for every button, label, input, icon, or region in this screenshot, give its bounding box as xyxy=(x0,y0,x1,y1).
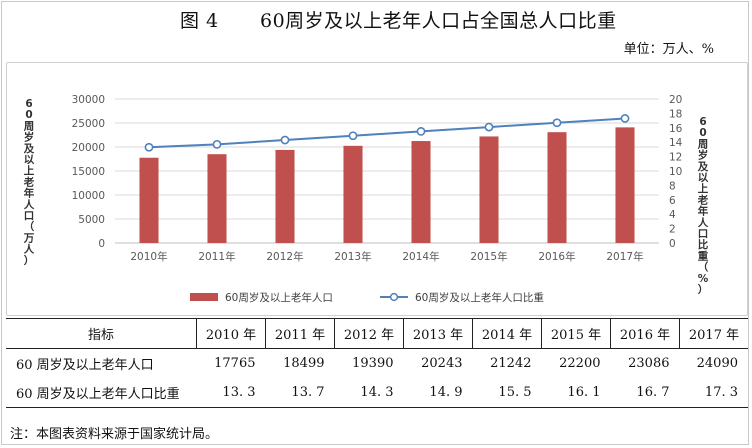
y-right-tick-label: 6 xyxy=(669,195,676,207)
series-line xyxy=(148,117,626,149)
table-cell: 17765 xyxy=(214,356,256,371)
table-cell: 16. 1 xyxy=(541,378,611,408)
line-point xyxy=(620,114,630,123)
bar xyxy=(547,132,567,243)
y-left-tick-label: 30000 xyxy=(72,94,105,106)
y-right-tick-label: 18 xyxy=(669,108,682,120)
line-point xyxy=(552,118,562,128)
bar xyxy=(479,136,499,243)
legend-bar-label: 60周岁及以上老年人口 xyxy=(225,291,333,304)
x-tick-label: 2016年 xyxy=(538,250,575,263)
line-point xyxy=(484,122,494,132)
table-cell: 23086 xyxy=(628,356,670,371)
table-cell: 17. 3 xyxy=(679,378,748,408)
table-row: 60 周岁及以上老年人口比重 13. 3 13. 7 14. 3 14. 9 1… xyxy=(6,378,748,408)
legend-line-label: 60周岁及以上老年人口比重 xyxy=(415,291,544,304)
table-header-cell: 2017 年 xyxy=(679,318,748,349)
y-right-tick-label: 14 xyxy=(669,137,683,149)
table-cell: 14. 3 xyxy=(334,378,404,408)
x-tick-label: 2014年 xyxy=(402,250,439,263)
table-header-cell: 2015 年 xyxy=(541,318,611,349)
bar xyxy=(343,145,363,243)
line-point xyxy=(212,139,222,149)
y-left-tick-label: 15000 xyxy=(72,166,105,178)
y-right-tick-label: 2 xyxy=(669,224,676,236)
bar xyxy=(207,154,227,243)
y-right-tick-label: 12 xyxy=(669,152,682,164)
table-header-cell: 2013 年 xyxy=(403,318,473,349)
y-right-axis-title: 6 0 周岁及以上老年人口比重（%） xyxy=(697,116,709,296)
x-tick-label: 2015年 xyxy=(470,250,507,263)
x-tick-label: 2011年 xyxy=(198,250,235,263)
table-cell: 15. 5 xyxy=(472,378,542,408)
y-right-tick-label: 4 xyxy=(669,209,676,221)
bar xyxy=(139,157,159,243)
legend-line-marker xyxy=(389,292,399,302)
table-cell: 14. 9 xyxy=(403,378,473,408)
y-left-tick-label: 10000 xyxy=(72,190,105,202)
table-cell: 19390 xyxy=(352,356,394,371)
line-point xyxy=(280,135,290,145)
table-cell: 18499 xyxy=(283,356,325,371)
table-header-cell: 2016 年 xyxy=(610,318,680,349)
table-cell: 20243 xyxy=(421,356,463,371)
combo-chart: 0 5000 10000 15000 20000 25000 30000 0 2 4 6 8 10 12 1… xyxy=(23,94,709,304)
line-point xyxy=(348,131,358,141)
y-right-tick-label: 16 xyxy=(669,123,683,135)
table-cell: 13. 7 xyxy=(265,378,335,408)
table-row-label: 60 周岁及以上老年人口 xyxy=(16,358,154,373)
y-left-tick-label: 25000 xyxy=(72,118,105,130)
bar xyxy=(275,149,295,243)
figure-number: 图 4 xyxy=(180,10,219,32)
y-left-tick-label: 0 xyxy=(98,238,105,250)
line-point xyxy=(416,127,426,136)
table-header-cell: 2014 年 xyxy=(472,318,542,349)
table-row-label: 60 周岁及以上老年人口比重 xyxy=(6,378,197,408)
y-left-axis-title: 6 0 周岁及以上老年人口（万人） xyxy=(23,98,35,267)
x-tick-label: 2012年 xyxy=(266,250,303,263)
x-tick-label: 2013年 xyxy=(334,250,371,263)
table-cell: 16. 7 xyxy=(610,378,680,408)
bar xyxy=(615,127,635,243)
table-cell: 13. 3 xyxy=(196,378,266,408)
table-header-cell: 2010 年 xyxy=(196,318,266,349)
table-header-cell: 2012 年 xyxy=(334,318,404,349)
figure-title-text: 60周岁及以上老年人口占全国总人口比重 xyxy=(260,10,617,32)
y-right-tick-label: 10 xyxy=(669,166,682,178)
legend-bar-swatch xyxy=(190,293,218,301)
x-tick-label: 2017年 xyxy=(606,250,643,263)
y-right-tick-label: 0 xyxy=(669,238,676,250)
bar xyxy=(411,141,431,243)
table-cell: 24090 xyxy=(696,356,738,371)
line-point xyxy=(144,142,154,152)
y-right-tick-label: 8 xyxy=(669,180,676,192)
y-left-tick-label: 5000 xyxy=(78,214,105,226)
unit-label: 单位：万人、% xyxy=(623,42,714,57)
table-header-cell: 指标 xyxy=(6,318,197,349)
source-note: 注：本图表资料来源于国家统计局。 xyxy=(10,427,219,442)
y-left-tick-label: 20000 xyxy=(72,142,105,154)
table-cell: 22200 xyxy=(559,356,601,371)
table-header-cell: 2011 年 xyxy=(265,318,335,349)
data-table: 指标 2010 年 2011 年 2012 年 2013 年 2014 年 20… xyxy=(6,318,748,408)
table-cell: 21242 xyxy=(490,356,532,371)
y-right-tick-label: 20 xyxy=(669,94,682,106)
x-tick-label: 2010年 xyxy=(130,250,167,263)
table-row: 60 周岁及以上老年人口 17765 18499 19390 20243 212… xyxy=(6,349,748,379)
chart-container: 0 5000 10000 15000 20000 25000 30000 0 2 4 6 8 10 12 1… xyxy=(6,62,748,316)
table-header-row: 指标 2010 年 2011 年 2012 年 2013 年 2014 年 20… xyxy=(6,318,748,349)
